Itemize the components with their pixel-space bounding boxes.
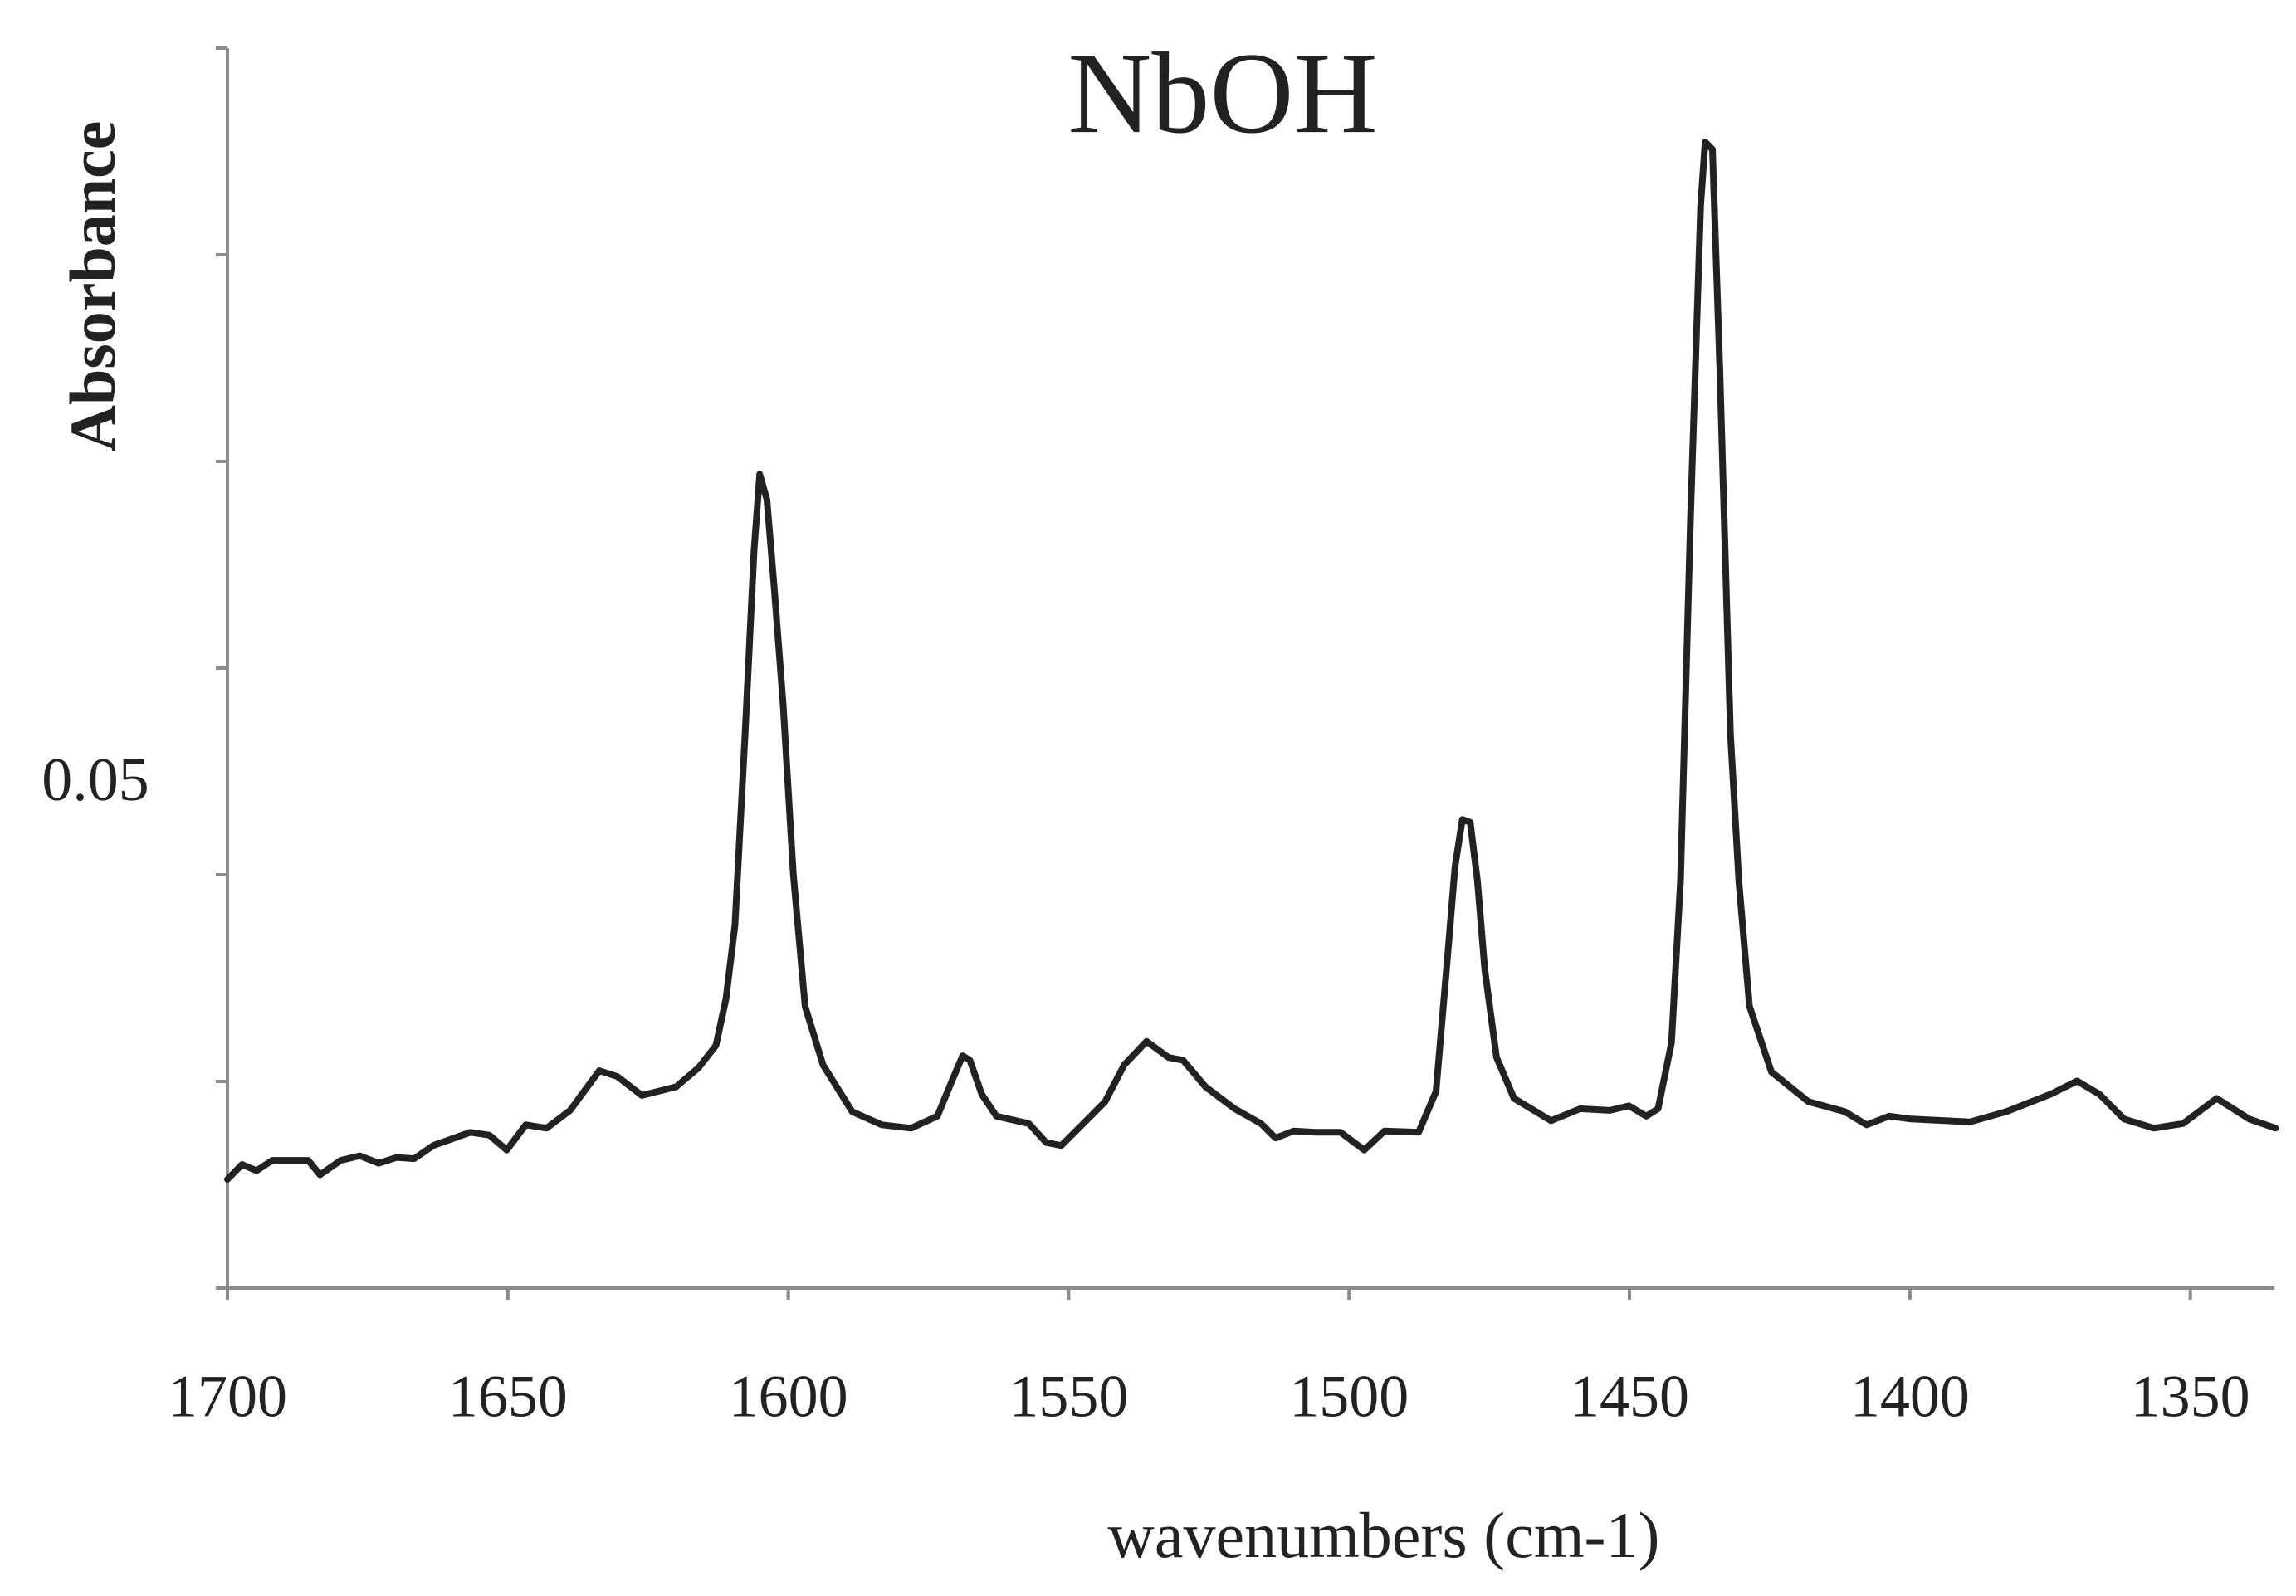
scale-annotation: 0.05 xyxy=(42,746,149,814)
x-tick-label: 1700 xyxy=(168,1364,287,1430)
y-axis-label: Absorbance xyxy=(56,121,129,452)
spectrum-line xyxy=(224,139,2279,1183)
x-tick-label: 1650 xyxy=(448,1364,568,1430)
x-tick-label: 1350 xyxy=(2131,1364,2250,1430)
x-tick-label: 1600 xyxy=(729,1364,848,1430)
x-tick-label: 1400 xyxy=(1850,1364,1970,1430)
x-tick-label: 1500 xyxy=(1289,1364,1409,1430)
chart-title: NbOH xyxy=(1067,29,1377,158)
x-axis-label: wavenumbers (cm-1) xyxy=(1108,1499,1660,1571)
x-tick-label: 1450 xyxy=(1570,1364,1689,1430)
x-tick-label: 1550 xyxy=(1009,1364,1128,1430)
